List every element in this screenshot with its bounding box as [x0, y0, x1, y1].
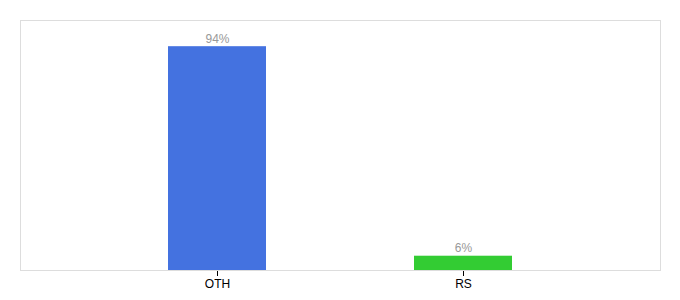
svg-text:RS: RS	[455, 277, 472, 291]
svg-text:94%: 94%	[205, 32, 229, 46]
svg-text:OTH: OTH	[205, 277, 230, 291]
svg-text:6%: 6%	[455, 241, 473, 255]
